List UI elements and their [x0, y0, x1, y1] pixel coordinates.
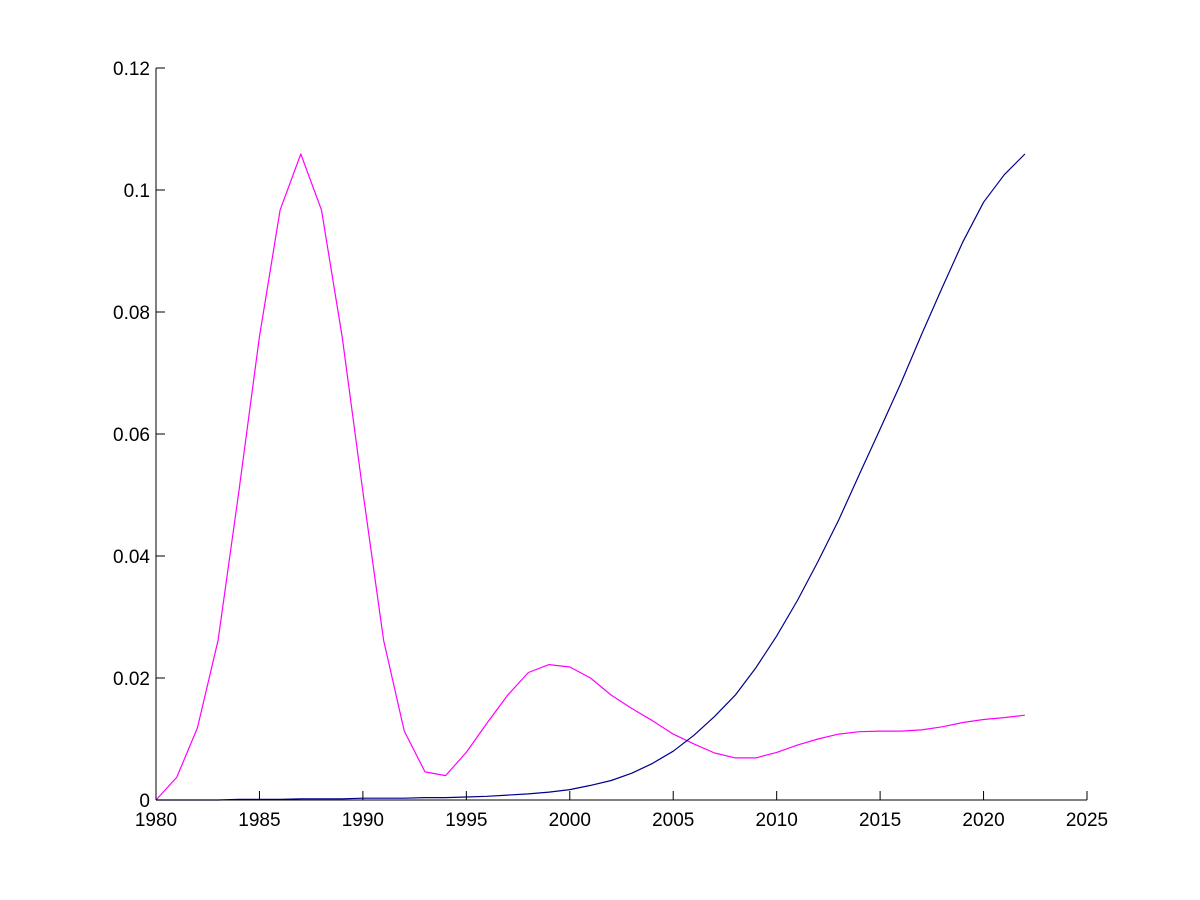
y-tick-label: 0.12 [113, 59, 150, 80]
x-tick-label: 2010 [756, 810, 798, 831]
x-tick-label: 1995 [445, 810, 487, 831]
x-tick-label: 2025 [1066, 810, 1108, 831]
x-tick-label: 1985 [238, 810, 280, 831]
y-tick-label: 0.1 [124, 181, 150, 202]
x-ticks: 1980 1985 1990 1995 2000 2005 2010 2015 2020 2025 [135, 791, 1108, 831]
series-line-1 [155, 153, 1025, 801]
series-layer [155, 153, 1026, 801]
y-ticks: 0 0.02 0.04 0.06 0.08 0.1 0.12 [113, 59, 165, 812]
y-tick-label: 0.02 [113, 669, 150, 690]
x-tick-label: 2005 [652, 810, 694, 831]
x-tick-label: 1980 [135, 810, 177, 831]
series-line-2 [156, 153, 1026, 801]
y-tick-label: 0.06 [113, 425, 150, 446]
x-tick-label: 2000 [549, 810, 591, 831]
x-tick-label: 2015 [859, 810, 901, 831]
y-tick-label: 0.08 [113, 303, 150, 324]
x-tick-label: 1990 [342, 810, 384, 831]
y-tick-label: 0 [139, 791, 150, 812]
y-tick-label: 0.04 [113, 547, 150, 568]
x-tick-label: 2020 [962, 810, 1004, 831]
